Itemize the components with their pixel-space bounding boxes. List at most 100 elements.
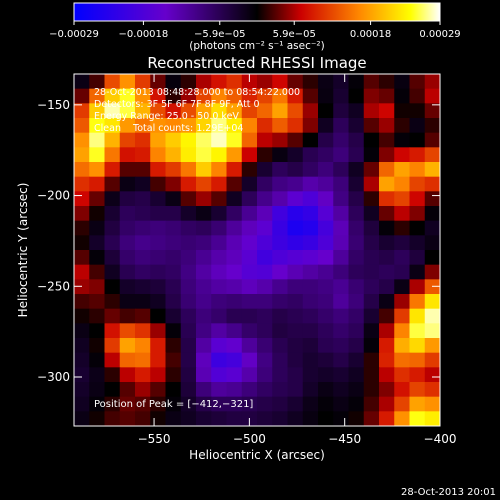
heatmap-cell xyxy=(196,308,212,324)
heatmap-cell xyxy=(287,118,304,134)
heatmap-cell xyxy=(196,206,212,222)
heatmap-cell xyxy=(424,382,440,398)
heatmap-cell xyxy=(135,264,151,280)
annotation-time-range: 28-Oct-2013 08:48:28.000 to 08:54:22.000 xyxy=(94,87,300,98)
colorbar-ticks: −0.00029 −0.00018 −5.9e−05 5.9e−05 0.00018 0.… xyxy=(49,21,461,40)
heatmap-cell xyxy=(424,206,440,222)
annotation-detectors: Detectors: 3F 5F 6F 7F 8F 9F, Att 0 xyxy=(94,99,260,110)
heatmap-cell xyxy=(196,74,212,90)
heatmap-cell xyxy=(409,294,426,310)
heatmap-cell xyxy=(135,220,151,236)
heatmap-cell xyxy=(196,323,212,339)
heatmap-cell xyxy=(104,74,121,90)
heatmap-cell xyxy=(89,191,106,207)
heatmap-cell xyxy=(89,367,106,383)
heatmap-cell xyxy=(409,191,426,207)
heatmap-cell xyxy=(241,206,258,222)
heatmap-cell xyxy=(363,132,380,148)
heatmap-cell xyxy=(363,352,380,368)
heatmap-cell xyxy=(363,367,380,383)
heatmap-cell xyxy=(74,147,90,163)
heatmap-cell xyxy=(150,396,167,412)
heatmap-cell xyxy=(318,294,334,310)
heatmap-cell xyxy=(165,294,182,310)
heatmap-cell xyxy=(211,88,228,104)
heatmap-cell xyxy=(119,338,136,354)
heatmap-cell xyxy=(379,118,395,134)
colorbar-tick-label: −0.00029 xyxy=(49,29,99,40)
heatmap-cell xyxy=(424,103,440,119)
heatmap-cell xyxy=(89,118,106,134)
heatmap-cell xyxy=(302,382,319,398)
heatmap-cell xyxy=(302,411,319,426)
heatmap-cell xyxy=(257,191,273,207)
heatmap-cell xyxy=(348,147,365,163)
heatmap-cell xyxy=(348,352,365,368)
heatmap-cell xyxy=(226,74,243,90)
heatmap-cell xyxy=(379,147,395,163)
heatmap-cell xyxy=(424,176,440,192)
heatmap-cell xyxy=(150,264,167,280)
heatmap-cell xyxy=(241,352,258,368)
heatmap-cell xyxy=(104,308,121,324)
heatmap-cell xyxy=(394,88,411,104)
heatmap-cell xyxy=(104,191,121,207)
heatmap-cell xyxy=(424,411,440,426)
heatmap-cell xyxy=(211,103,228,119)
heatmap-cell xyxy=(165,382,182,398)
heatmap-cell xyxy=(89,382,106,398)
heatmap-cell xyxy=(119,352,136,368)
heatmap-cell xyxy=(196,103,212,119)
heatmap-cell xyxy=(318,382,334,398)
heatmap-cell xyxy=(363,264,380,280)
heatmap-cell xyxy=(348,382,365,398)
heatmap-cell xyxy=(196,191,212,207)
peak-position-label: Position of Peak = [−412,−321] xyxy=(94,399,253,410)
heatmap-cell xyxy=(302,338,319,354)
heatmap-cell xyxy=(226,352,243,368)
heatmap-cell xyxy=(333,162,350,178)
heatmap-cell xyxy=(226,294,243,310)
heatmap-cell xyxy=(180,352,197,368)
heatmap-cell xyxy=(409,88,426,104)
heatmap-cell xyxy=(379,367,395,383)
heatmap-cell xyxy=(135,396,151,412)
heatmap-cell xyxy=(379,279,395,295)
heatmap-cell xyxy=(333,250,350,266)
heatmap-cell xyxy=(333,382,350,398)
heatmap-cell xyxy=(180,235,197,251)
heatmap-cell xyxy=(394,191,411,207)
heatmap-cell xyxy=(363,176,380,192)
heatmap-cell xyxy=(257,264,273,280)
heatmap-cell xyxy=(394,411,411,426)
heatmap-cell xyxy=(74,382,90,398)
heatmap-cell xyxy=(119,308,136,324)
footer-timestamp: 28-Oct-2013 20:01 xyxy=(401,487,496,498)
heatmap-cell xyxy=(89,220,106,236)
heatmap-cell xyxy=(241,308,258,324)
heatmap-cell xyxy=(379,206,395,222)
heatmap-cell xyxy=(196,162,212,178)
heatmap-cell xyxy=(165,206,182,222)
heatmap-cell xyxy=(287,191,304,207)
heatmap-cell xyxy=(302,176,319,192)
heatmap-cell xyxy=(74,235,90,251)
heatmap-cell xyxy=(104,396,121,412)
heatmap-cell xyxy=(363,220,380,236)
heatmap-cell xyxy=(104,235,121,251)
heatmap-cell xyxy=(104,294,121,310)
heatmap-cell xyxy=(135,279,151,295)
heatmap-cell xyxy=(287,132,304,148)
heatmap-cell xyxy=(211,352,228,368)
heatmap-cell xyxy=(318,235,334,251)
heatmap-cell xyxy=(302,220,319,236)
heatmap-cell xyxy=(74,396,90,412)
colorbar-tick-label: −0.00018 xyxy=(119,29,169,40)
heatmap-cell xyxy=(180,103,197,119)
heatmap-cell xyxy=(180,411,197,426)
heatmap-cell xyxy=(318,338,334,354)
heatmap-cell xyxy=(379,220,395,236)
heatmap-cell xyxy=(424,235,440,251)
heatmap-cell xyxy=(272,103,289,119)
